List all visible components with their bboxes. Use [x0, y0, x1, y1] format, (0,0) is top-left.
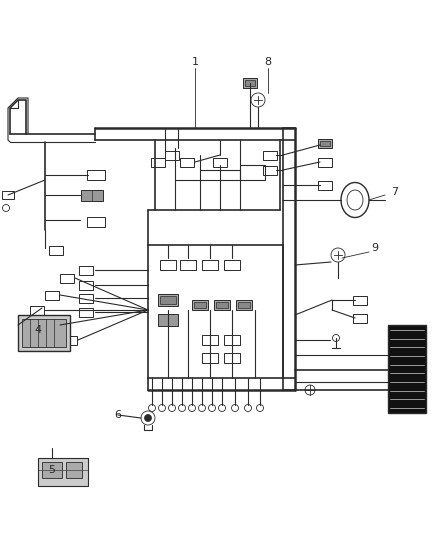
Circle shape — [159, 405, 166, 411]
Bar — [320, 141, 330, 146]
Bar — [318, 139, 332, 148]
Bar — [22, 319, 66, 347]
Bar — [158, 314, 178, 326]
Bar — [202, 335, 218, 345]
Circle shape — [141, 411, 155, 425]
Text: 8: 8 — [265, 57, 272, 67]
Circle shape — [188, 405, 195, 411]
Bar — [87, 217, 105, 227]
Bar — [263, 150, 277, 159]
Bar — [81, 190, 103, 200]
Bar — [79, 265, 93, 274]
Bar — [2, 191, 14, 199]
Bar — [87, 170, 105, 180]
Circle shape — [169, 405, 176, 411]
Circle shape — [198, 405, 205, 411]
Bar — [318, 181, 332, 190]
Bar — [30, 305, 44, 314]
Circle shape — [244, 405, 251, 411]
Text: 9: 9 — [371, 243, 378, 253]
Bar — [224, 260, 240, 270]
Bar — [224, 353, 240, 363]
Bar — [49, 246, 63, 254]
Text: 5: 5 — [49, 465, 56, 475]
Circle shape — [232, 405, 239, 411]
Circle shape — [179, 405, 186, 411]
Bar — [318, 157, 332, 166]
Bar — [353, 313, 367, 322]
Bar — [63, 335, 77, 344]
Bar — [160, 296, 176, 304]
Bar — [245, 80, 255, 86]
Text: 7: 7 — [392, 187, 399, 197]
Circle shape — [3, 205, 10, 212]
Bar — [160, 260, 176, 270]
Bar — [66, 462, 82, 478]
Circle shape — [305, 385, 315, 395]
Bar — [216, 302, 228, 308]
Bar — [194, 302, 206, 308]
Bar — [79, 280, 93, 289]
Bar — [158, 294, 178, 306]
Circle shape — [257, 405, 264, 411]
Circle shape — [219, 405, 226, 411]
Bar — [192, 300, 208, 310]
Circle shape — [145, 415, 152, 422]
Circle shape — [148, 405, 155, 411]
Bar — [224, 335, 240, 345]
Bar — [151, 157, 165, 166]
Bar — [45, 290, 59, 300]
Bar — [202, 260, 218, 270]
Bar — [180, 157, 194, 166]
Bar — [388, 325, 426, 413]
Bar — [165, 150, 179, 159]
Bar — [263, 166, 277, 174]
Bar — [60, 273, 74, 282]
Bar — [45, 320, 59, 329]
Circle shape — [208, 405, 215, 411]
Bar — [243, 78, 257, 88]
Text: 4: 4 — [35, 325, 42, 335]
FancyBboxPatch shape — [18, 315, 70, 351]
Bar — [236, 300, 252, 310]
Bar — [38, 458, 88, 486]
Circle shape — [332, 335, 339, 342]
Circle shape — [331, 248, 345, 262]
Bar — [238, 302, 250, 308]
Bar — [353, 295, 367, 304]
Bar — [180, 260, 196, 270]
Text: 1: 1 — [191, 57, 198, 67]
Text: 6: 6 — [114, 410, 121, 420]
Bar — [79, 294, 93, 303]
Bar — [202, 353, 218, 363]
Bar — [79, 308, 93, 317]
Bar — [214, 300, 230, 310]
Circle shape — [251, 93, 265, 107]
Bar — [213, 157, 227, 166]
Bar — [42, 462, 62, 478]
